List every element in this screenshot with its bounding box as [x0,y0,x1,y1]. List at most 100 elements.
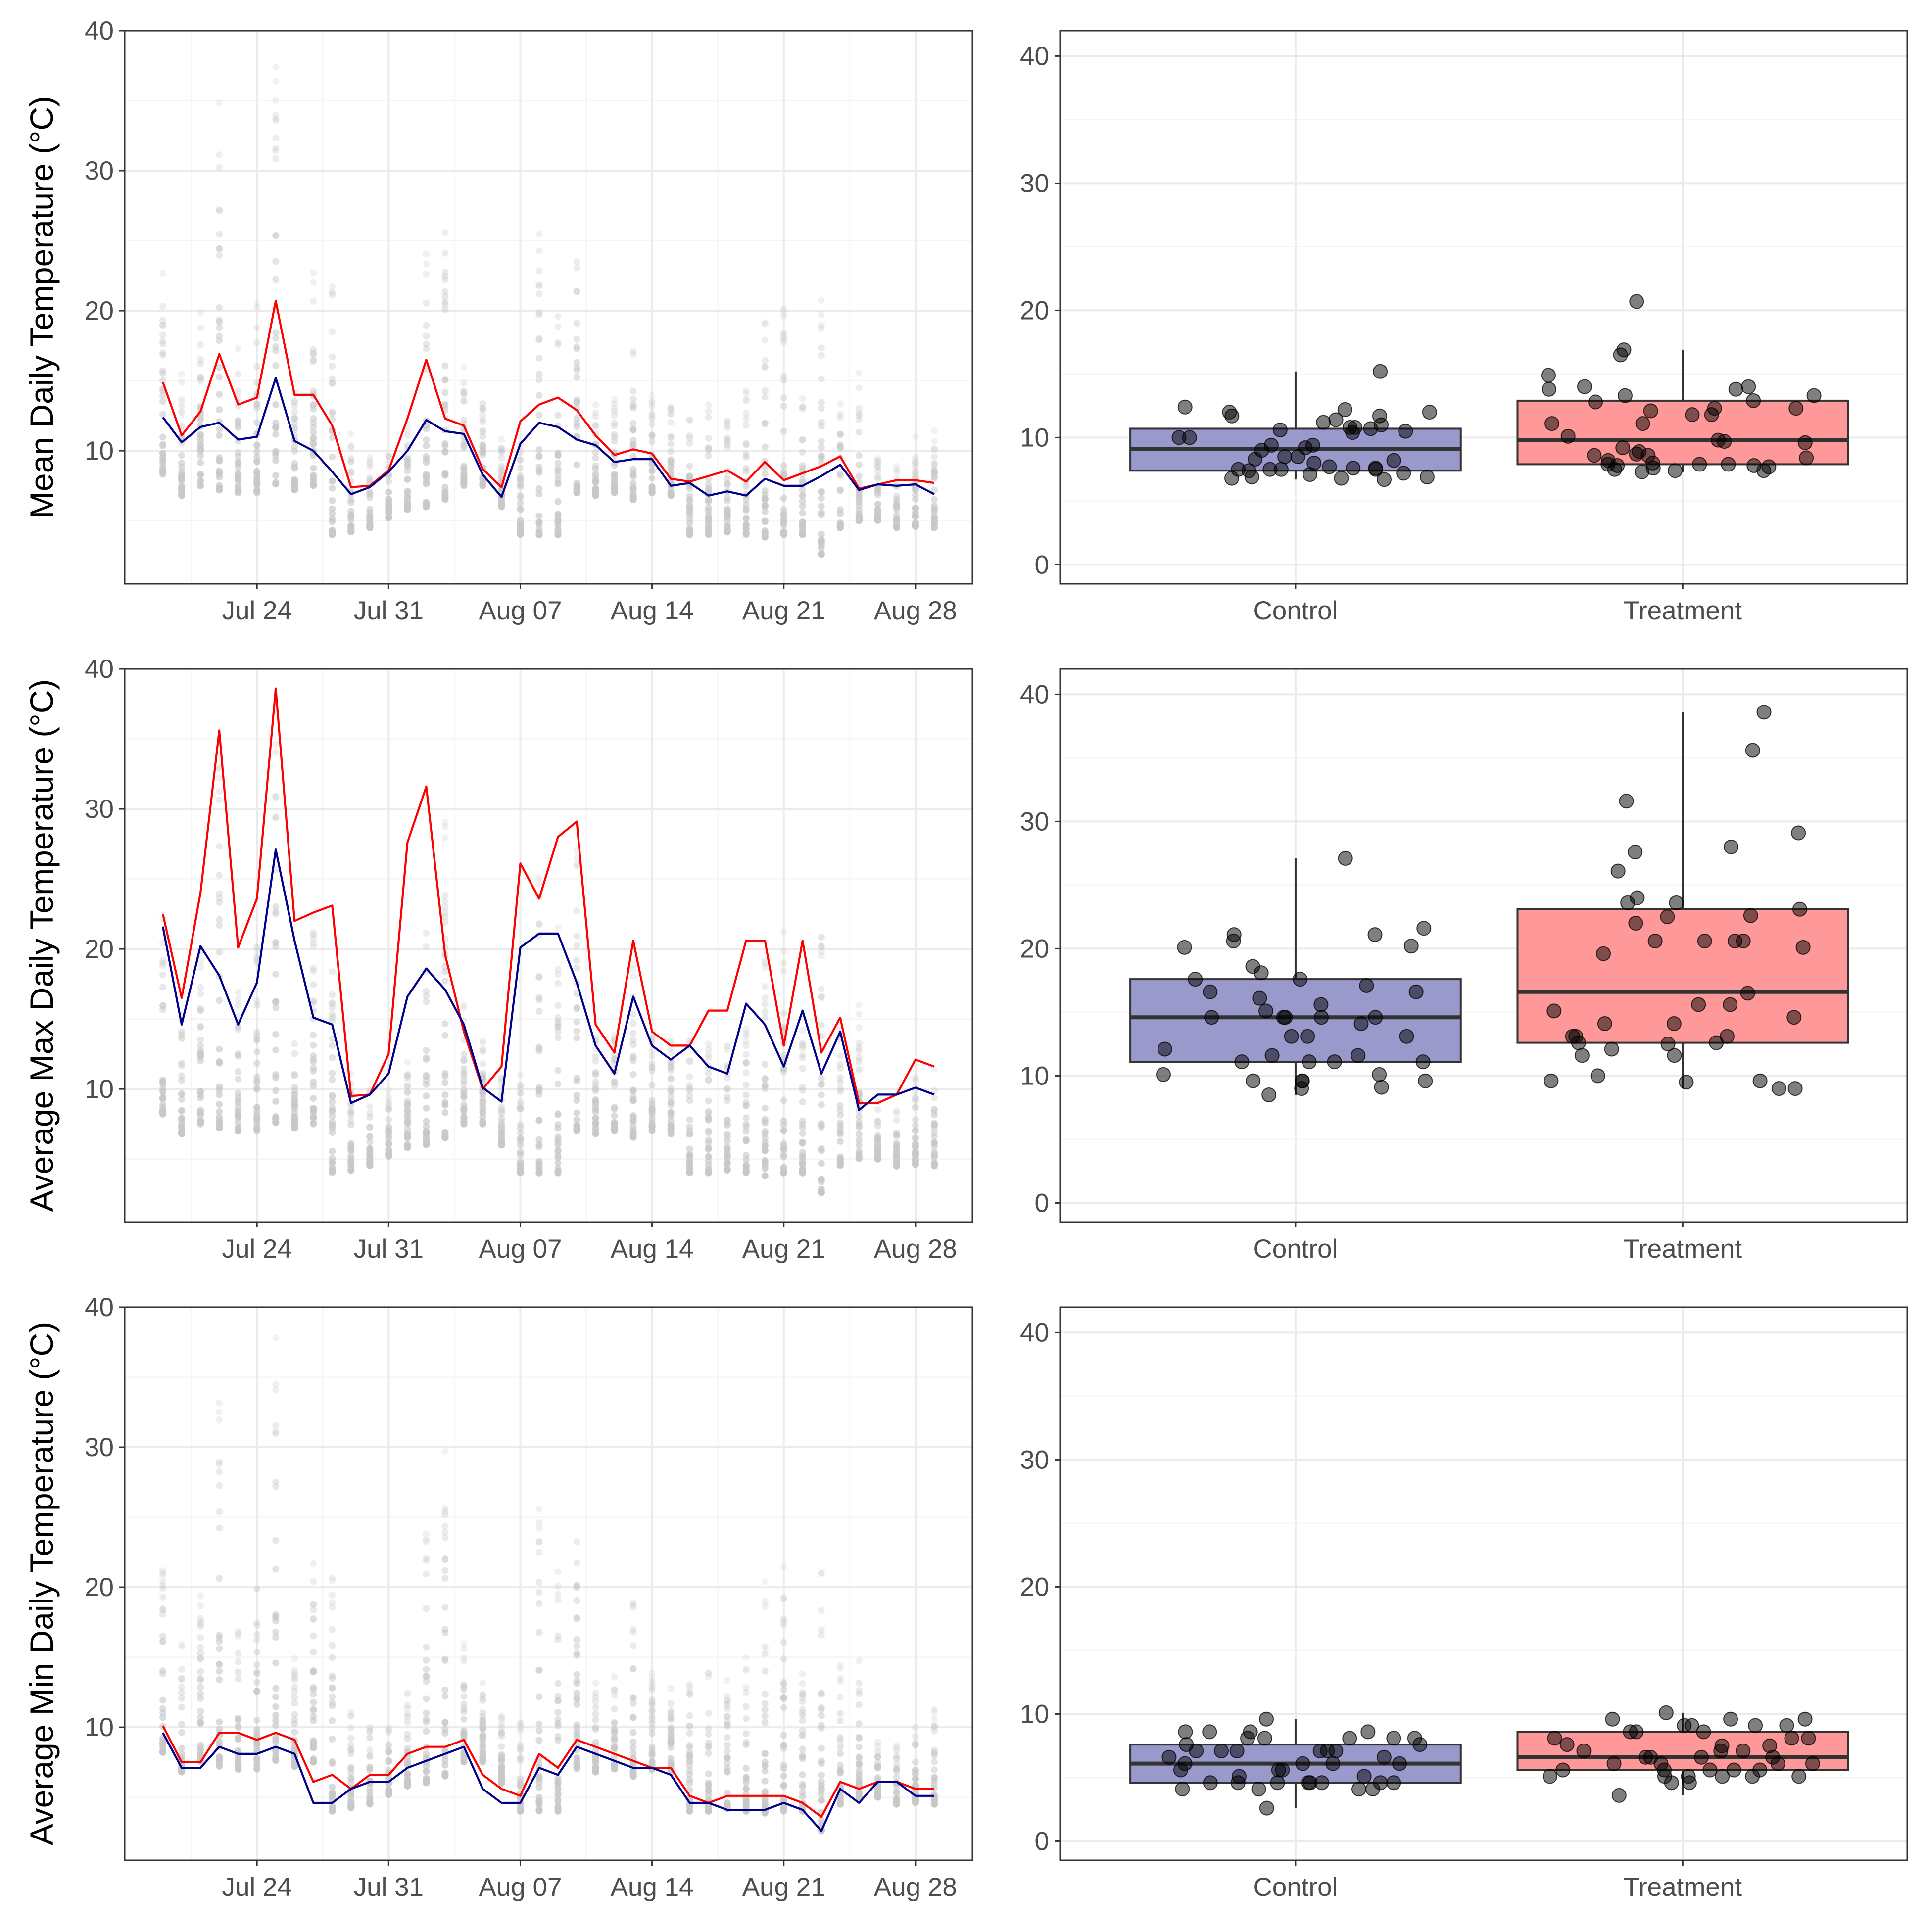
y-tick-label: 40 [1020,1318,1049,1347]
sensor-point [761,1758,769,1766]
sensor-point [498,466,505,473]
sensor-point [253,1619,261,1627]
sensor-point [761,502,769,509]
sensor-point [216,1091,223,1098]
sensor-point [629,1665,637,1673]
jitter-point [1723,1711,1738,1727]
sensor-point [535,1666,543,1674]
sensor-point [441,892,449,899]
sensor-point [780,947,787,954]
sensor-point [912,1741,919,1748]
sensor-point [724,1085,731,1093]
sensor-point [573,398,580,405]
sensor-point [235,1108,242,1115]
sensor-point [780,335,787,342]
sensor-point [554,1780,562,1787]
jitter-point [1342,1731,1357,1746]
sensor-point [235,1754,242,1761]
jitter-point [1786,1010,1802,1025]
sensor-point [329,505,336,513]
sensor-point [310,997,317,1005]
sensor-point [705,1169,712,1176]
sensor-point [498,1131,505,1138]
sensor-point [291,1655,298,1662]
sensor-point [253,1622,261,1629]
jitter-point [1547,1731,1562,1746]
sensor-point [535,1806,543,1814]
sensor-point [742,482,750,490]
sensor-point [799,509,806,517]
sensor-point [799,1706,806,1713]
sensor-point [648,1698,656,1705]
sensor-point [573,1671,580,1678]
sensor-point [272,908,280,915]
sensor-point [404,1689,411,1696]
sensor-point [705,1710,712,1717]
sensor-point [347,430,355,437]
sensor-point [460,439,468,447]
sensor-point [178,371,186,378]
sensor-point [667,1065,675,1072]
sensor-point [818,1760,825,1767]
sensor-point [272,1004,280,1011]
sensor-point [874,1774,881,1781]
sensor-point [836,1678,844,1685]
sensor-point [780,468,787,475]
sensor-point [235,1001,242,1009]
sensor-point [629,965,637,973]
sensor-point [329,292,336,299]
sensor-point [517,456,524,464]
sensor-point [479,406,486,414]
y-tick-label: 20 [1020,1572,1049,1602]
jitter-point [1377,472,1392,487]
sensor-point [912,433,919,441]
sensor-point [441,276,449,283]
y-tick-label: 20 [85,296,114,326]
jitter-point [1179,1737,1194,1752]
sensor-point [780,462,787,470]
sensor-point [329,1168,336,1175]
y-tick-label: 10 [85,1075,114,1104]
sensor-point [667,1734,675,1741]
sensor-point [498,1109,505,1117]
sensor-point [780,338,787,346]
sensor-point [592,1724,599,1731]
sensor-point [799,404,806,411]
treatment-series-line [162,300,935,490]
sensor-point [573,942,580,949]
jitter-point [1360,1724,1376,1740]
jitter-point [1161,1749,1177,1765]
sensor-point [517,506,524,514]
sensor-point [836,1665,844,1672]
sensor-point [197,1048,204,1056]
sensor-point [517,480,524,488]
sensor-point [592,1114,599,1122]
sensor-point [178,1072,186,1080]
x-tick-label: Treatment [1624,596,1742,625]
sensor-point [310,424,317,431]
sensor-point [535,1779,543,1787]
sensor-point [159,1610,167,1618]
sensor-point [836,441,844,448]
sensor-point [441,1070,449,1077]
sensor-point [498,448,505,456]
sensor-point [272,814,280,821]
sensor-point [310,434,317,441]
sensor-point [366,1751,374,1759]
sensor-point [780,959,787,967]
sensor-point [272,1565,280,1573]
sensor-point [441,483,449,491]
sensor-point [799,435,806,443]
sensor-point [517,1744,524,1751]
sensor-point [930,1746,938,1754]
sensor-point [272,1046,280,1054]
sensor-point [517,1129,524,1136]
jitter-point [1795,940,1811,955]
x-tick-label: Control [1254,1873,1338,1902]
sensor-point [780,1097,787,1104]
sensor-point [592,1099,599,1106]
sensor-point [517,476,524,484]
sensor-point [742,440,750,447]
sensor-point [310,1601,317,1608]
sensor-point [460,1002,468,1009]
